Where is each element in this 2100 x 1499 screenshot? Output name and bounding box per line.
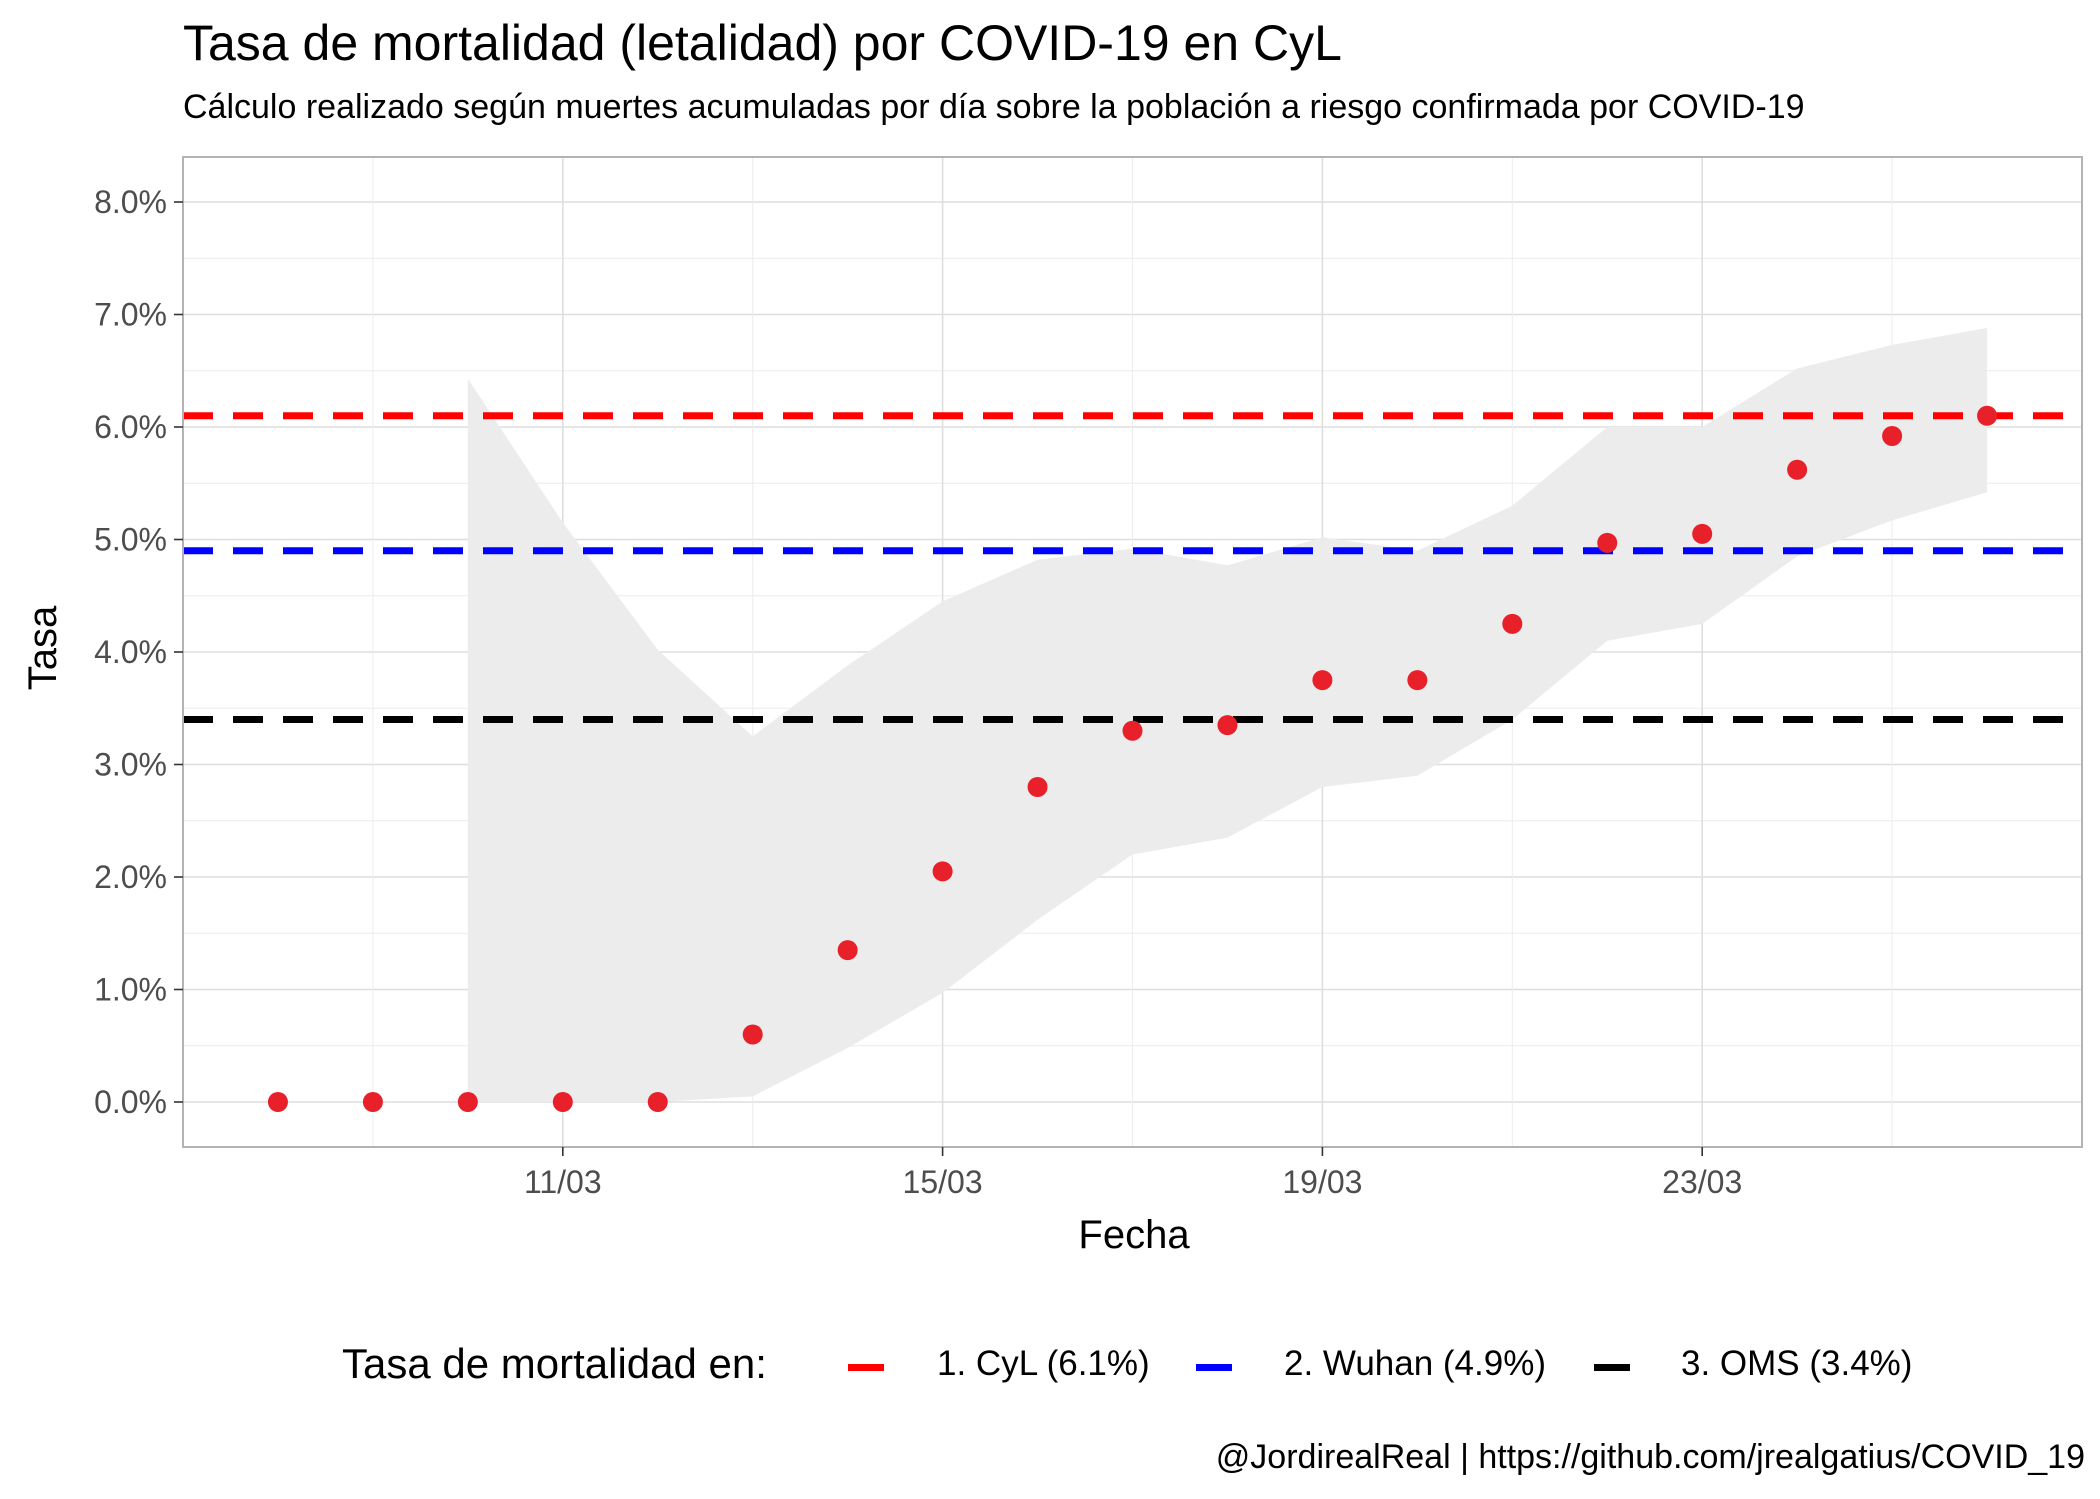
data-point [1122, 720, 1143, 741]
data-point [1787, 459, 1808, 480]
y-tick-label: 2.0% [94, 859, 167, 895]
y-tick-label: 6.0% [94, 409, 167, 445]
data-point [267, 1092, 288, 1112]
chart-caption: @JordirealReal | https://github.com/jrea… [1215, 1438, 2085, 1476]
confidence-band [467, 328, 1988, 1102]
data-point [1597, 532, 1618, 553]
reference-lines-layer [183, 412, 2082, 723]
legend-key [848, 1364, 884, 1371]
legend-label: 3. OMS (3.4%) [1681, 1344, 1913, 1383]
x-tick-label: 11/03 [524, 1164, 602, 1200]
y-tick-label: 7.0% [94, 297, 167, 333]
legend-label: 2. Wuhan (4.9%) [1284, 1344, 1546, 1383]
data-point [647, 1092, 668, 1112]
data-point [1217, 715, 1238, 736]
y-tick-label: 0.0% [94, 1084, 167, 1120]
data-points-layer [267, 405, 1998, 1112]
x-axis-title: Fecha [1078, 1213, 1190, 1257]
data-point [552, 1092, 573, 1112]
legend-label: 1. CyL (6.1%) [937, 1344, 1150, 1383]
data-point [362, 1092, 383, 1112]
chart-title: Tasa de mortalidad (letalidad) por COVID… [183, 15, 1342, 71]
data-point [1692, 523, 1713, 544]
data-point [742, 1024, 763, 1045]
data-point [1027, 777, 1048, 797]
data-point [932, 861, 953, 882]
x-tick-label: 15/03 [903, 1164, 983, 1200]
y-tick-label: 1.0% [94, 972, 167, 1008]
x-tick-label: 23/03 [1662, 1164, 1742, 1200]
data-point [1407, 670, 1428, 691]
data-point [837, 940, 858, 961]
confidence-band-layer [467, 328, 1988, 1102]
chart-subtitle: Cálculo realizado según muertes acumulad… [183, 88, 1805, 126]
data-point [1502, 613, 1523, 634]
legend-key [1196, 1364, 1232, 1371]
legend-title: Tasa de mortalidad en: [342, 1340, 767, 1387]
y-tick-label: 3.0% [94, 747, 167, 783]
x-axis-ticks: 11/03 15/03 19/03 23/03 [524, 1147, 1742, 1200]
y-axis-title: Tasa [21, 605, 65, 690]
data-point [1977, 405, 1998, 426]
legend: Tasa de mortalidad en: 1. CyL (6.1%) 2. W… [0, 1336, 2100, 1396]
x-tick-label: 19/03 [1282, 1164, 1362, 1200]
data-point [1882, 426, 1903, 446]
data-point [457, 1092, 478, 1112]
y-tick-label: 5.0% [94, 522, 167, 558]
legend-key [1594, 1364, 1630, 1371]
y-tick-label: 4.0% [94, 634, 167, 670]
y-tick-label: 8.0% [94, 184, 167, 220]
y-axis-ticks: 0.0% 1.0% 2.0% 3.0% 4.0% 5.0% 6.0% 7.0% 8.0% [94, 184, 183, 1120]
data-point [1312, 670, 1333, 691]
